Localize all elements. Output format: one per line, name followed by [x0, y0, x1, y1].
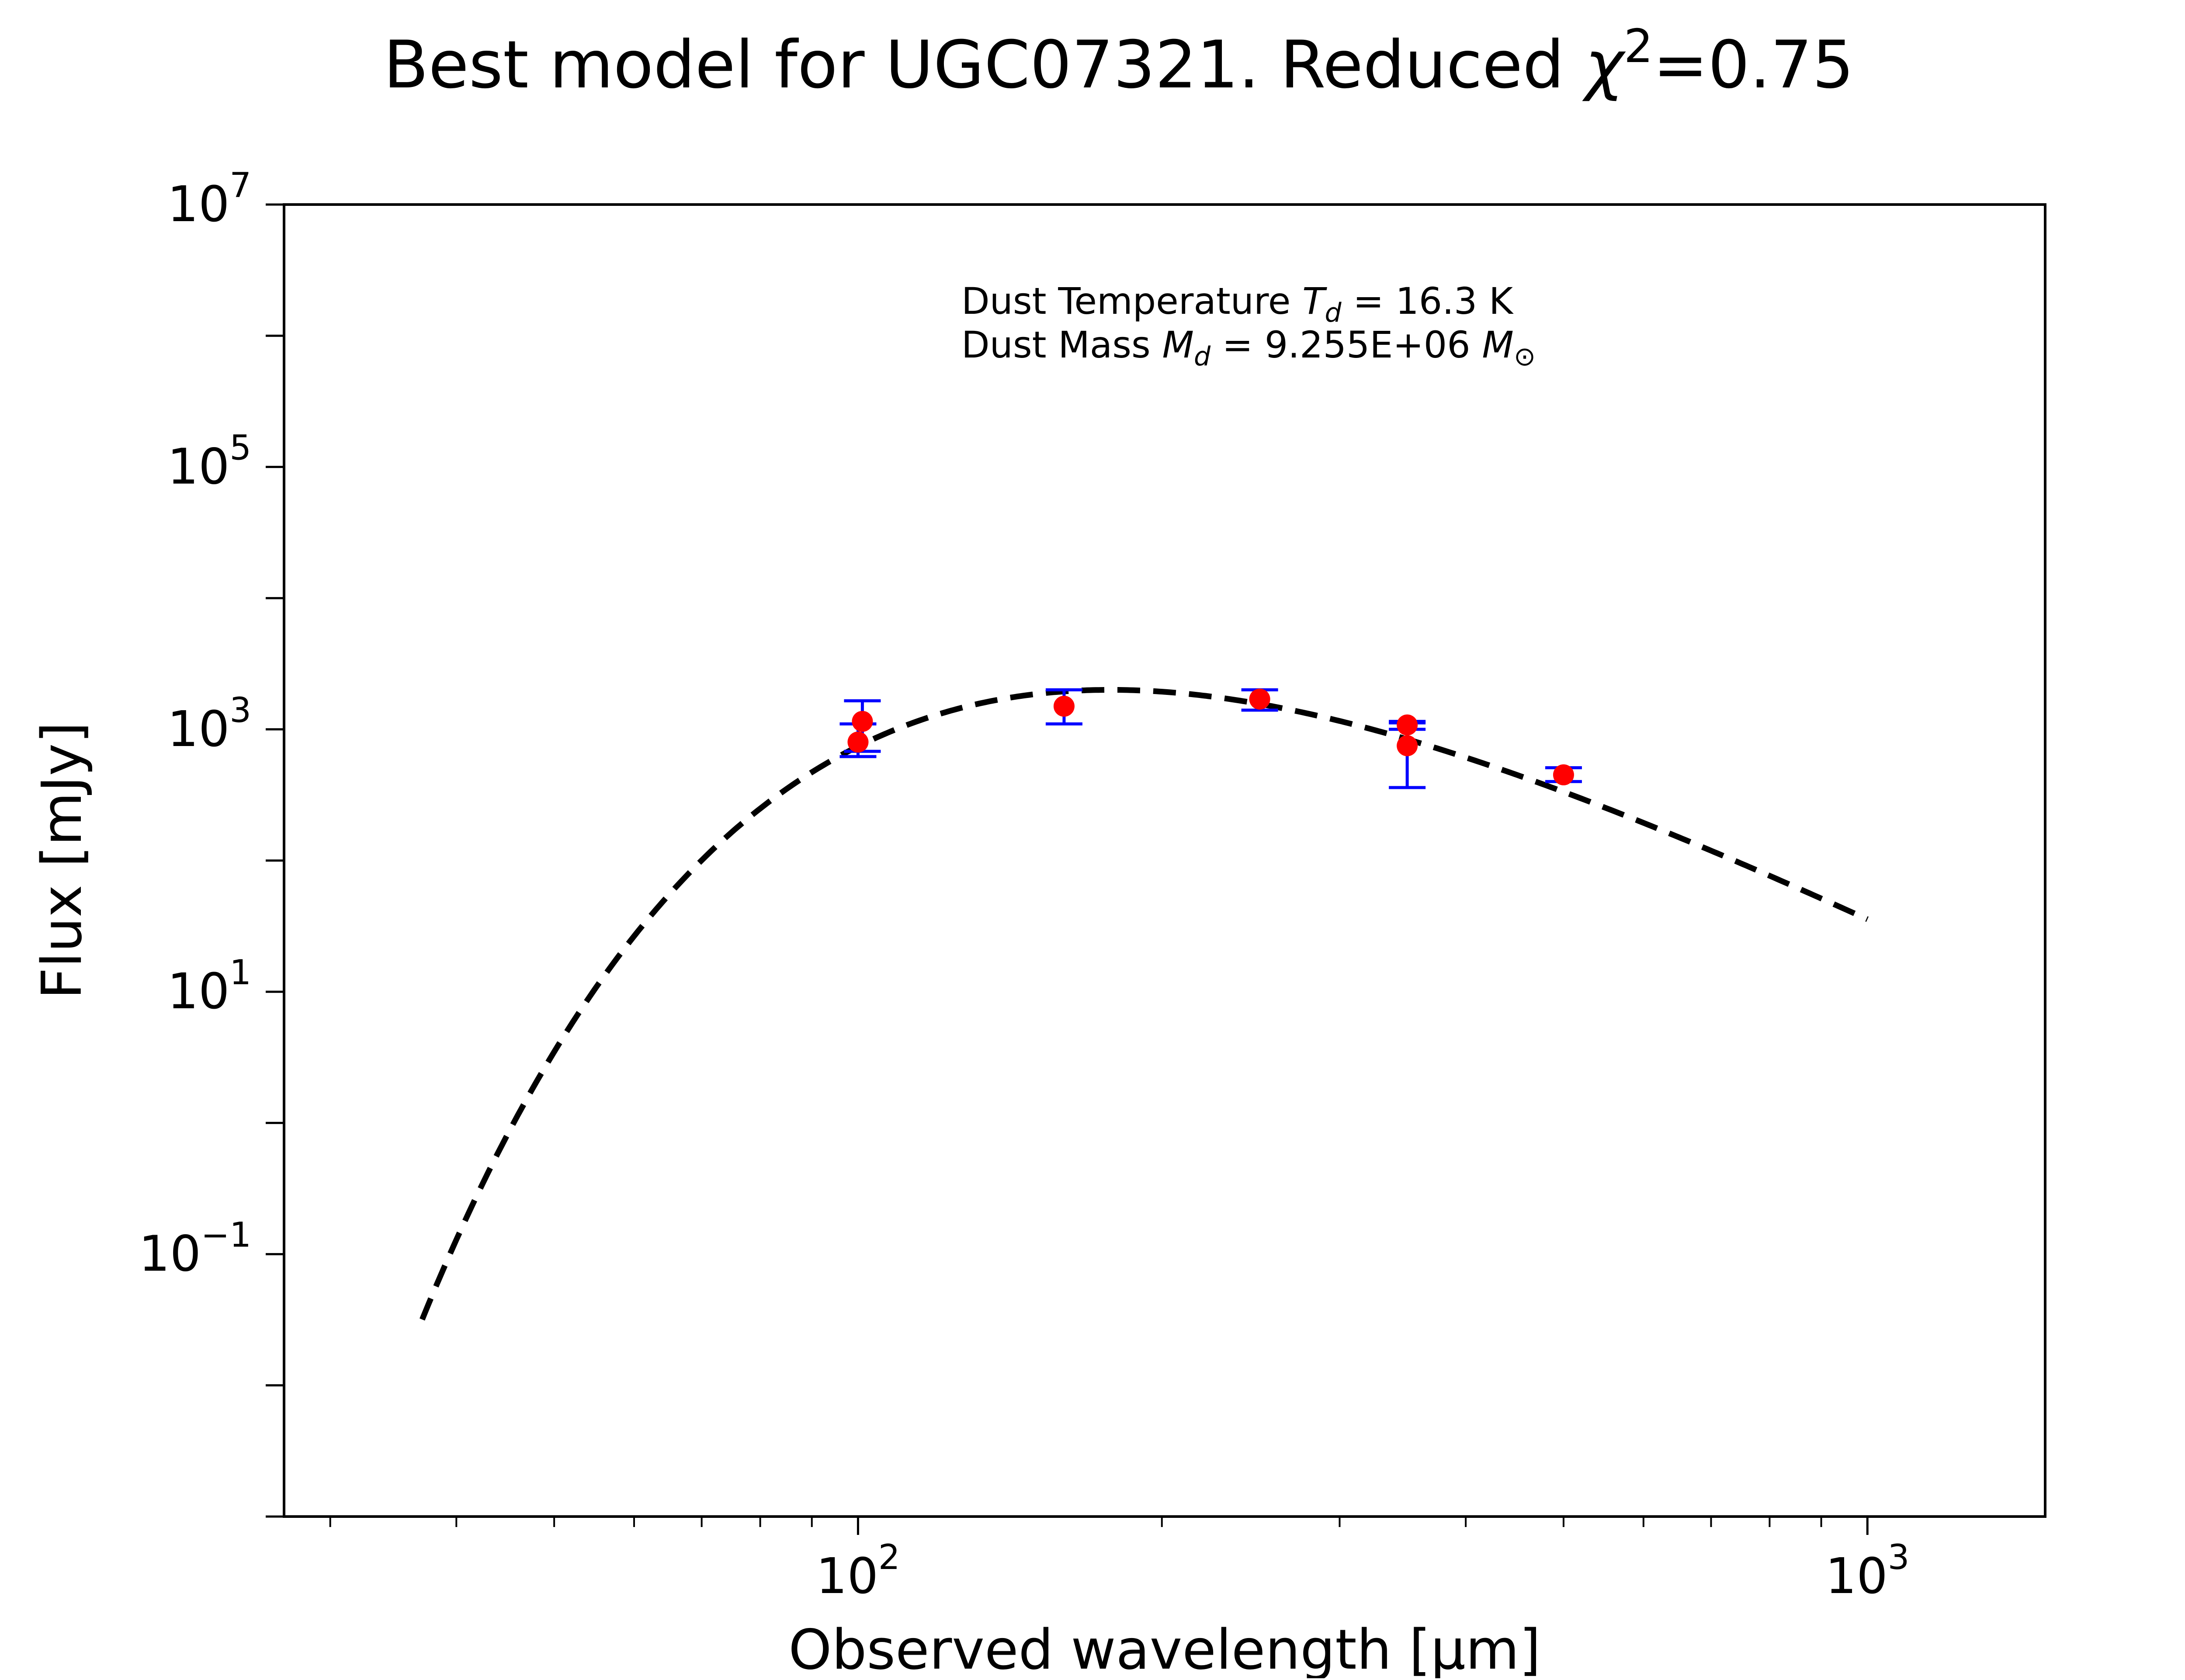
y-tick-exponent: −1 [201, 1216, 251, 1255]
y-tick-label: 10−1 [139, 1216, 252, 1283]
y-tick-base: 10 [167, 963, 230, 1020]
y-tick-label: 101 [167, 953, 251, 1020]
title-chi-symbol: χ [1582, 27, 1626, 103]
y-tick-base: 10 [167, 438, 230, 495]
title-exponent: 2 [1624, 20, 1653, 73]
annotation-temperature-value: = 16.3 K [1342, 280, 1514, 323]
data-point [1249, 688, 1270, 710]
annotation-temperature: Dust Temperature Td = 16.3 K [961, 280, 1514, 328]
plot-axes [283, 203, 2046, 1518]
annotation-temperature-subscript: d [1325, 298, 1342, 328]
model-curve-group [420, 687, 1869, 1321]
annotation-temperature-symbol: T [1302, 280, 1327, 323]
y-tick-label: 107 [167, 166, 251, 233]
annotation-mass-label: Dust Mass [961, 323, 1162, 366]
chart-title: Best model for UGC07321. Reduced χ2=0.75 [384, 20, 1854, 103]
data-point [847, 731, 869, 753]
annotation-mass-value: = 9.255E+06 [1210, 323, 1482, 366]
annotation-mass: Dust Mass Md = 9.255E+06 M⊙ [961, 323, 1536, 372]
y-tick-exponent: 7 [229, 166, 251, 205]
data-point [1397, 735, 1418, 757]
errorbar-group [839, 688, 1582, 789]
data-point [852, 711, 873, 732]
y-tick-base: 10 [167, 176, 230, 233]
annotation-mass-subscript: d [1194, 341, 1211, 372]
annotation-mass-unit-subscript: ⊙ [1514, 341, 1536, 372]
title-text: Best model for UGC07321. Reduced χ2=0.75 [384, 20, 1854, 103]
y-tick-base: 10 [139, 1226, 201, 1283]
y-tick-label: 103 [167, 691, 251, 758]
x-tick-label: 103 [1825, 1538, 1909, 1605]
y-tick-base: 10 [167, 701, 230, 758]
x-tick-exponent: 2 [878, 1538, 900, 1577]
y-axis-label: Flux [mJy] [30, 722, 94, 1000]
x-axis-label: Observed wavelength [μm] [788, 1618, 1541, 1678]
plot-frame [283, 203, 2046, 1518]
x-tick-exponent: 3 [1888, 1538, 1910, 1577]
title-suffix: =0.75 [1653, 27, 1854, 103]
x-tick-base: 10 [816, 1548, 878, 1605]
data-point [1553, 764, 1574, 785]
data-points-group [847, 688, 1574, 785]
title-prefix: Best model for UGC07321. Reduced [384, 27, 1585, 103]
axis-labels: Observed wavelength [μm] Flux [mJy] [30, 722, 1541, 1680]
data-point [1397, 714, 1418, 736]
y-tick-exponent: 5 [229, 428, 251, 468]
x-axis-ticks: 102 103 [329, 1517, 1909, 1605]
y-tick-exponent: 3 [229, 691, 251, 730]
model-curve [420, 687, 1869, 1321]
x-tick-base: 10 [1825, 1548, 1888, 1605]
y-tick-label: 105 [167, 428, 251, 495]
data-point [1053, 695, 1075, 717]
annotation-mass-symbol: M [1162, 323, 1194, 366]
x-tick-label: 102 [816, 1538, 900, 1605]
annotation-mass-unit-symbol: M [1482, 323, 1513, 366]
annotation-temperature-label: Dust Temperature [961, 280, 1302, 323]
y-tick-exponent: 1 [229, 953, 251, 993]
